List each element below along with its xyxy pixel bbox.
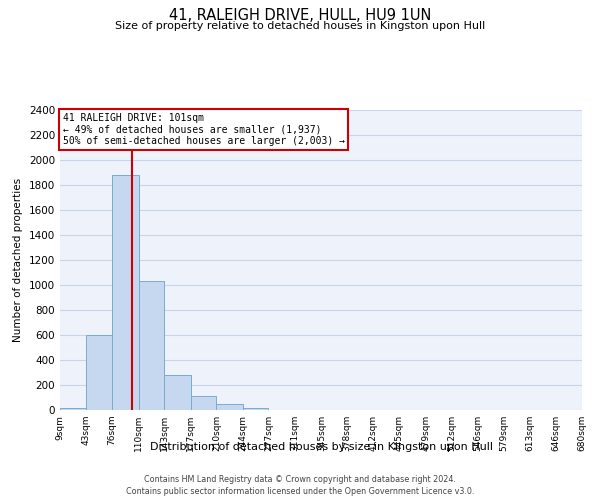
Bar	[139, 281, 164, 410]
Bar	[86, 335, 112, 410]
Bar	[60, 408, 86, 410]
Text: Distribution of detached houses by size in Kingston upon Hull: Distribution of detached houses by size …	[149, 442, 493, 452]
Text: 41, RALEIGH DRIVE, HULL, HU9 1UN: 41, RALEIGH DRIVE, HULL, HU9 1UN	[169, 8, 431, 22]
Text: 41 RALEIGH DRIVE: 101sqm
← 49% of detached houses are smaller (1,937)
50% of sem: 41 RALEIGH DRIVE: 101sqm ← 49% of detach…	[62, 113, 344, 146]
Bar	[164, 375, 191, 410]
Y-axis label: Number of detached properties: Number of detached properties	[13, 178, 23, 342]
Text: Size of property relative to detached houses in Kingston upon Hull: Size of property relative to detached ho…	[115, 21, 485, 31]
Bar	[191, 396, 217, 410]
Bar	[243, 408, 268, 410]
Text: Contains HM Land Registry data © Crown copyright and database right 2024.
Contai: Contains HM Land Registry data © Crown c…	[126, 474, 474, 496]
Bar	[217, 404, 243, 410]
Bar	[112, 175, 139, 410]
